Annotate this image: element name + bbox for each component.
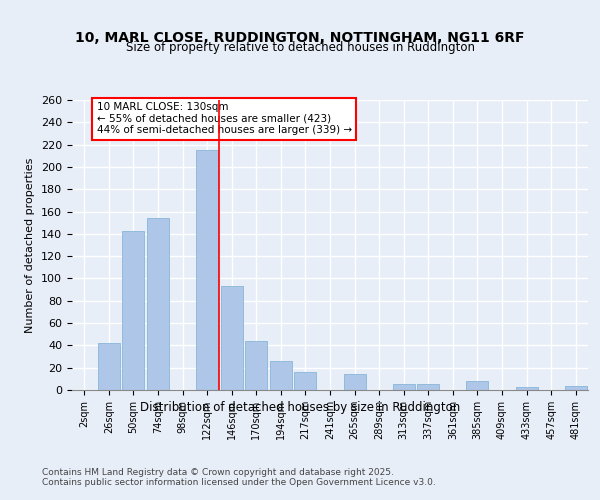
Bar xyxy=(295,372,316,390)
Bar xyxy=(417,384,439,390)
Bar xyxy=(565,386,587,390)
Bar xyxy=(515,386,538,390)
Bar xyxy=(122,230,145,390)
Text: 10 MARL CLOSE: 130sqm
← 55% of detached houses are smaller (423)
44% of semi-det: 10 MARL CLOSE: 130sqm ← 55% of detached … xyxy=(97,102,352,136)
Text: Contains public sector information licensed under the Open Government Licence v3: Contains public sector information licen… xyxy=(42,478,436,487)
Bar xyxy=(147,218,169,390)
Bar xyxy=(196,150,218,390)
Bar xyxy=(344,374,365,390)
Text: Distribution of detached houses by size in Ruddington: Distribution of detached houses by size … xyxy=(140,401,460,414)
Bar xyxy=(392,384,415,390)
Bar xyxy=(98,343,120,390)
Bar xyxy=(270,361,292,390)
Bar xyxy=(466,381,488,390)
Y-axis label: Number of detached properties: Number of detached properties xyxy=(25,158,35,332)
Text: Contains HM Land Registry data © Crown copyright and database right 2025.: Contains HM Land Registry data © Crown c… xyxy=(42,468,394,477)
Bar xyxy=(221,286,243,390)
Text: Size of property relative to detached houses in Ruddington: Size of property relative to detached ho… xyxy=(125,41,475,54)
Bar xyxy=(245,341,268,390)
Text: 10, MARL CLOSE, RUDDINGTON, NOTTINGHAM, NG11 6RF: 10, MARL CLOSE, RUDDINGTON, NOTTINGHAM, … xyxy=(75,30,525,44)
